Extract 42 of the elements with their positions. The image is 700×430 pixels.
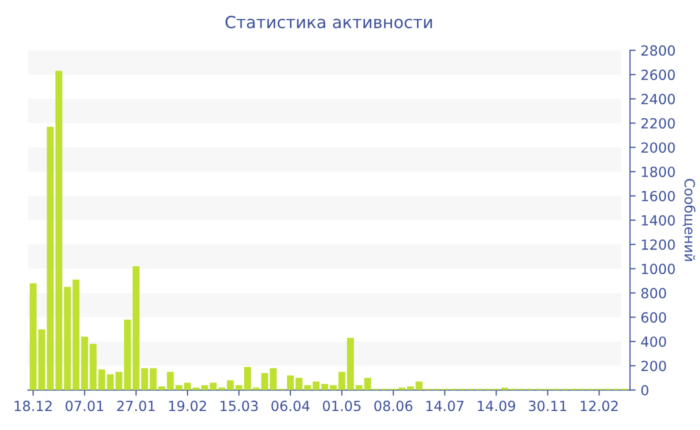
bar xyxy=(321,384,328,390)
x-tick-label: 12.02 xyxy=(580,400,618,412)
bar xyxy=(150,368,157,390)
bar xyxy=(330,385,337,390)
y-tick-label: 1200 xyxy=(642,239,675,250)
bar xyxy=(261,373,268,390)
bar xyxy=(501,388,508,390)
y-tick-label: 2800 xyxy=(641,45,675,56)
x-tick-label: 14.07 xyxy=(426,400,464,412)
y-tick-label: 1400 xyxy=(642,215,675,226)
y-tick-label: 200 xyxy=(641,360,666,372)
y-tick-label: 1800 xyxy=(642,166,675,178)
y-tick-label: 0 xyxy=(641,384,648,396)
x-tick-label: 27.01 xyxy=(117,400,155,412)
x-tick-label: 08.06 xyxy=(374,400,412,412)
y-tick-label: 1000 xyxy=(642,264,675,274)
y-tick-label: 400 xyxy=(641,336,666,347)
x-tick-label: 19.02 xyxy=(169,400,206,412)
bar xyxy=(210,382,217,390)
y-tick-label: 1600 xyxy=(642,190,675,202)
x-tick-label: 30.11 xyxy=(528,400,566,412)
chart-title: Статистика активности xyxy=(226,16,432,28)
bar xyxy=(158,386,166,390)
y-tick-label: 600 xyxy=(641,312,666,323)
y-tick-label: 800 xyxy=(641,288,666,298)
y-tick-label: 2600 xyxy=(641,70,675,80)
bar xyxy=(98,369,106,390)
x-tick-label: 14.09 xyxy=(478,400,516,412)
bar xyxy=(270,368,277,390)
bar xyxy=(38,329,46,390)
x-tick-label: 07.01 xyxy=(66,400,104,412)
bar xyxy=(218,388,226,390)
y-tick-label: 2400 xyxy=(641,94,675,104)
bar xyxy=(46,126,54,390)
y-axis-title: Сообщений xyxy=(682,178,696,261)
y-tick-label: 2000 xyxy=(641,142,675,153)
x-tick-label: 01.05 xyxy=(322,400,361,412)
y-tick-label: 2200 xyxy=(641,118,675,129)
x-tick-label: 06.04 xyxy=(271,400,310,412)
x-tick-label: 18.12 xyxy=(14,400,52,412)
x-tick-label: 15.03 xyxy=(220,400,258,412)
bar xyxy=(30,283,37,390)
